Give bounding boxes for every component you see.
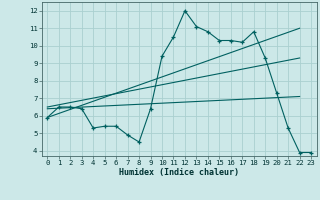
X-axis label: Humidex (Indice chaleur): Humidex (Indice chaleur) [119, 168, 239, 177]
